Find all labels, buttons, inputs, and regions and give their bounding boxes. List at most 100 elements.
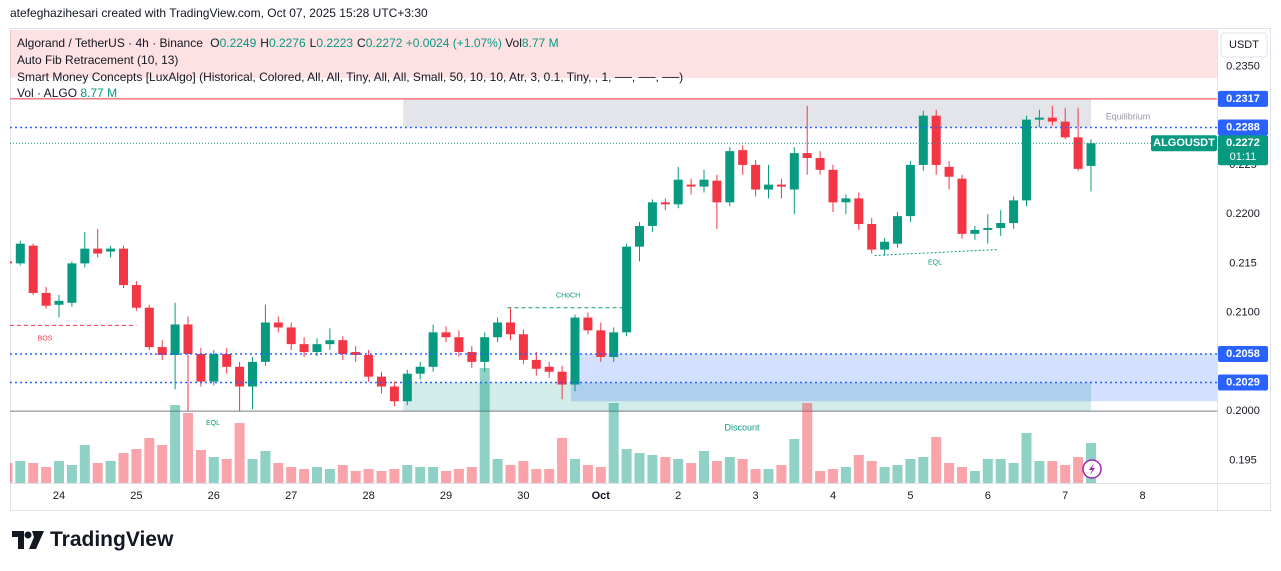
x-tick-label: 5 bbox=[907, 490, 913, 502]
candle-body bbox=[389, 386, 399, 402]
volume-bar bbox=[711, 461, 722, 483]
candle-body bbox=[854, 198, 864, 225]
candle-body bbox=[286, 327, 296, 345]
candle-body bbox=[531, 359, 541, 369]
brand-logo bbox=[12, 531, 44, 549]
x-tick-label: 2 bbox=[675, 490, 681, 502]
candle-body bbox=[28, 245, 38, 293]
candle-body bbox=[480, 337, 490, 362]
candle-body bbox=[622, 246, 632, 333]
volume-bar bbox=[350, 471, 361, 483]
legend-indicator: Auto Fib Retracement (10, 13) bbox=[17, 53, 179, 67]
volume-bar bbox=[41, 467, 52, 483]
volume-bar bbox=[1021, 433, 1032, 483]
volume-bar bbox=[931, 437, 942, 483]
volume-bar bbox=[699, 451, 709, 483]
candle-body bbox=[467, 352, 477, 362]
candle-body bbox=[196, 353, 206, 382]
volume-bar bbox=[750, 469, 761, 483]
candle-body bbox=[364, 354, 374, 377]
candle-body bbox=[583, 317, 593, 331]
volume-bar bbox=[105, 461, 116, 483]
symbol-label: ALGOUSDT bbox=[1153, 137, 1215, 149]
volume-bar bbox=[183, 413, 193, 483]
last-price-label: 0.2272 bbox=[1226, 137, 1260, 149]
candle-body bbox=[157, 347, 167, 355]
volume-bar bbox=[918, 457, 929, 483]
candle-body bbox=[841, 198, 851, 203]
candle-body bbox=[802, 153, 812, 159]
candle-body bbox=[828, 169, 838, 203]
candle-body bbox=[248, 361, 257, 387]
volume-bar bbox=[234, 423, 245, 483]
candle-body bbox=[325, 340, 335, 345]
volume-bar bbox=[634, 453, 645, 483]
volume-bar bbox=[415, 467, 426, 483]
y-tick-label: 0.2100 bbox=[1226, 307, 1260, 319]
volume-bar bbox=[518, 461, 529, 483]
candle-body bbox=[596, 330, 606, 357]
volume-bar bbox=[789, 439, 800, 483]
volume-bar bbox=[969, 471, 980, 483]
candle-body bbox=[41, 292, 51, 306]
volume-bar bbox=[608, 403, 619, 483]
level-badge bbox=[1218, 90, 1268, 107]
candle-body bbox=[131, 285, 141, 308]
volume-bar bbox=[776, 465, 787, 483]
candle-body bbox=[299, 344, 309, 353]
candle-body bbox=[893, 216, 902, 244]
volume-bar bbox=[273, 463, 284, 483]
volume-bar bbox=[802, 403, 813, 483]
currency-button[interactable] bbox=[1220, 32, 1268, 58]
ohlc-value: 0.2249 bbox=[219, 36, 257, 50]
level-label: 0.2288 bbox=[1226, 121, 1260, 133]
candle-body bbox=[660, 202, 670, 205]
volume-bar bbox=[466, 467, 477, 483]
volume-bar bbox=[1073, 457, 1084, 483]
volume-bar bbox=[157, 445, 168, 483]
volume-bar bbox=[621, 449, 632, 483]
x-tick-label: 29 bbox=[440, 490, 452, 502]
candle-body bbox=[983, 227, 993, 230]
candle-body bbox=[454, 337, 464, 353]
x-tick-label: 27 bbox=[285, 490, 297, 502]
legend-change: +0.0024 (+1.07%) bbox=[405, 36, 502, 50]
structure-label: BOS bbox=[38, 335, 53, 342]
volume-bar bbox=[402, 465, 413, 483]
y-tick-label: 0.195 bbox=[1229, 454, 1257, 466]
ohlc-value: 0.2276 bbox=[268, 36, 306, 50]
level-label: 0.2029 bbox=[1226, 376, 1260, 388]
structure-label: EQL bbox=[206, 420, 220, 427]
volume-bar bbox=[260, 451, 271, 483]
y-tick-label: 0.2200 bbox=[1226, 208, 1260, 220]
volume-bar bbox=[208, 457, 219, 483]
brand: TradingView bbox=[12, 528, 173, 552]
axes: 0.23500.2250.22000.2150.21000.20000.1952… bbox=[53, 60, 1268, 502]
volume-bar bbox=[1008, 463, 1019, 483]
ohlc-key: O bbox=[210, 36, 220, 50]
level-badge bbox=[1218, 345, 1268, 362]
candle-body bbox=[570, 317, 580, 385]
volume-bar bbox=[570, 459, 580, 483]
level-label: 0.2317 bbox=[1226, 93, 1260, 105]
candle-body bbox=[106, 248, 116, 252]
volume-bar bbox=[492, 459, 503, 483]
candle-body bbox=[235, 366, 245, 387]
header: atefeghazihesari created with TradingVie… bbox=[10, 6, 428, 20]
legend-vol: 8.77 M bbox=[521, 36, 559, 50]
candle-body bbox=[1022, 119, 1031, 201]
volume-bar bbox=[118, 453, 129, 483]
plot: Equilibrium Discount CHoCH BOS EQL EQL bbox=[10, 98, 1217, 483]
candle-body bbox=[93, 248, 103, 254]
candle-body bbox=[493, 322, 503, 338]
level-label: 0.2058 bbox=[1226, 348, 1260, 360]
volume-bar bbox=[1034, 461, 1045, 483]
x-tick-label: 24 bbox=[53, 490, 65, 502]
candle-body bbox=[377, 376, 386, 387]
candle-body bbox=[441, 332, 451, 338]
legend-main: Algorand / TetherUS · 4h · Binance O0.22… bbox=[17, 36, 559, 50]
candle-body bbox=[15, 243, 25, 264]
volume-bar bbox=[15, 461, 26, 483]
